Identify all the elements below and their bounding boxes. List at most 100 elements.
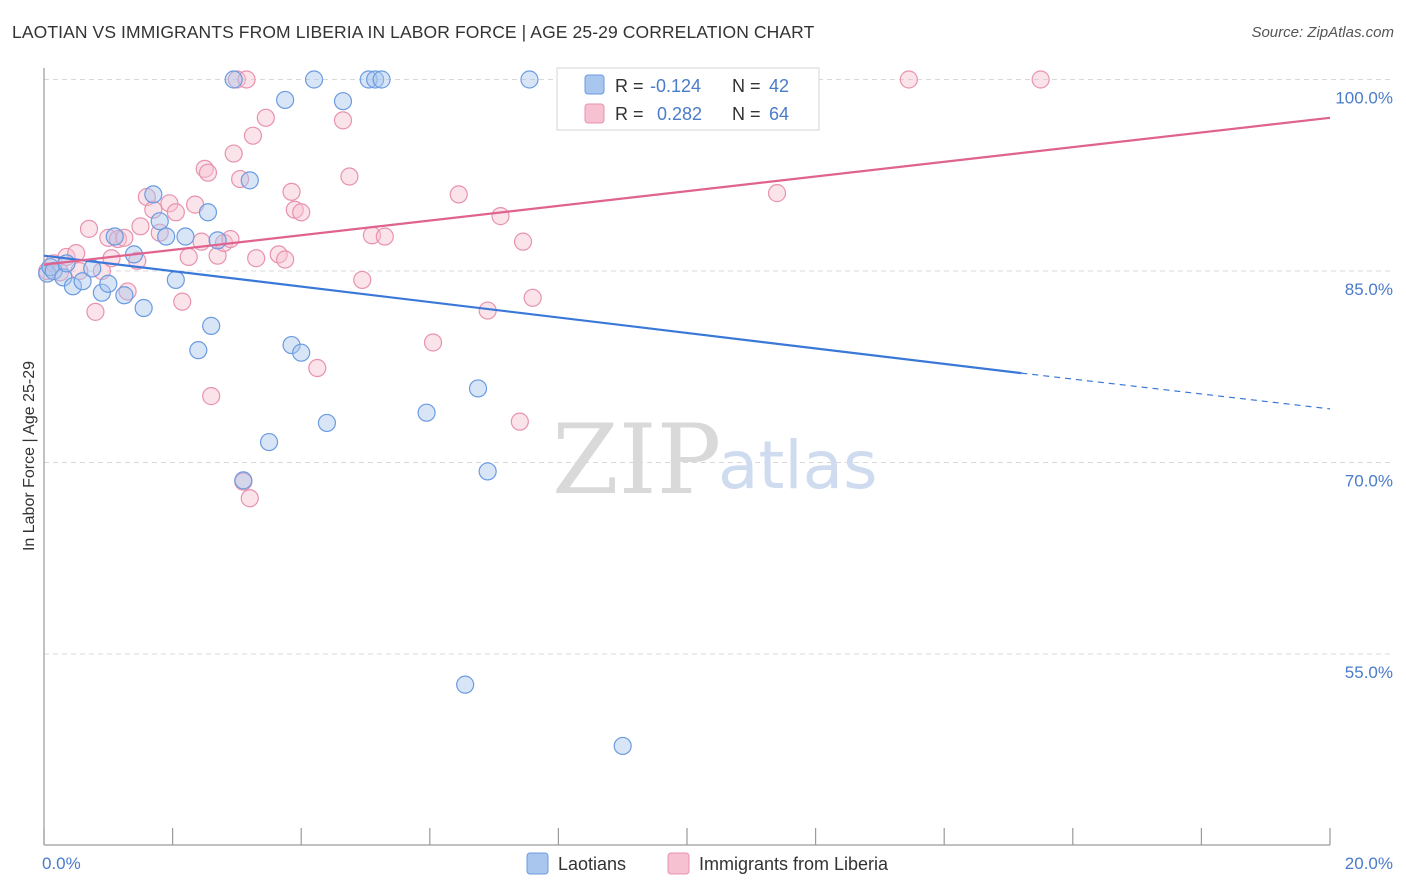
laotian-point <box>202 316 221 335</box>
liberia-point <box>247 249 266 268</box>
x-tick-label: 20.0% <box>1345 854 1393 873</box>
liberia-point <box>308 358 327 378</box>
laotian-point <box>333 92 353 111</box>
legend-r-value-laotians: -0.124 <box>650 76 701 96</box>
laotian-point <box>189 341 208 360</box>
liberia-point <box>179 247 198 267</box>
stats-legend: R = -0.124 N = 42 R = 0.282 N = 64 <box>556 67 820 131</box>
laotian-point <box>372 70 391 89</box>
laotian-point <box>157 227 176 246</box>
laotian-point <box>92 283 111 302</box>
watermark: ZIP atlas <box>552 404 878 516</box>
laotian-point <box>105 227 124 246</box>
laotians-trend-extension <box>1021 372 1331 410</box>
laotian-point <box>304 70 324 89</box>
laotian-point <box>234 471 253 490</box>
legend-n-label-liberia: N = <box>732 104 761 124</box>
liberia-point <box>115 228 134 247</box>
liberia-point <box>1031 70 1050 89</box>
liberia-point <box>276 250 295 269</box>
liberia-point <box>292 203 311 222</box>
liberia-point <box>243 126 263 145</box>
laotian-point <box>99 274 118 293</box>
laotian-point <box>198 203 218 222</box>
liberia-point <box>523 288 542 307</box>
laotian-point <box>63 277 83 296</box>
laotian-point <box>417 403 436 422</box>
watermark-atlas: atlas <box>718 427 878 504</box>
x-tick-label: 0.0% <box>42 854 81 873</box>
liberia-point <box>79 219 99 238</box>
y-tick-label: 100.0% <box>1335 89 1393 108</box>
liberia-point <box>173 292 192 311</box>
liberia-point <box>86 302 105 321</box>
liberia-point <box>282 182 301 201</box>
liberia-point <box>333 111 353 130</box>
liberia-point <box>353 270 372 290</box>
liberia-point <box>491 207 510 226</box>
legend-n-label-laotians: N = <box>732 76 761 96</box>
series-legend: Laotians Immigrants from Liberia <box>526 852 889 875</box>
chart-source: Source: ZipAtlas.com <box>1251 24 1394 41</box>
liberia-point <box>237 70 256 89</box>
liberia-point <box>166 203 185 222</box>
y-tick-label: 55.0% <box>1345 663 1393 682</box>
liberia-point <box>510 412 529 431</box>
series-liberia-points <box>38 70 1050 508</box>
laotian-point <box>478 462 497 481</box>
y-axis-label: In Labor Force | Age 25-29 <box>21 361 38 551</box>
y-tick-label: 70.0% <box>1345 472 1393 491</box>
liberia-point <box>240 489 259 508</box>
liberia-trend-line <box>43 116 1331 266</box>
laotian-point <box>150 212 169 231</box>
liberia-point <box>160 194 179 213</box>
liberia-point <box>513 232 533 251</box>
liberia-point <box>899 70 918 89</box>
legend-r-label-liberia: R = <box>615 104 644 124</box>
legend-swatch-liberia <box>584 103 605 124</box>
laotian-point <box>366 70 385 89</box>
liberia-point <box>108 229 128 249</box>
x-axis-ticks <box>43 828 1331 845</box>
liberia-point <box>131 217 150 236</box>
laotian-point <box>456 675 475 694</box>
x-tick-labels: 0.0% 20.0% <box>42 854 1393 873</box>
liberia-point <box>224 144 243 163</box>
liberia-point <box>423 333 443 352</box>
laotians-trend-line <box>43 254 1022 375</box>
laotian-point <box>115 286 134 305</box>
liberia-point <box>144 200 163 219</box>
liberia-point <box>256 108 275 127</box>
laotian-point <box>359 70 378 89</box>
laotian-point <box>520 70 539 89</box>
bottom-legend-label-liberia: Immigrants from Liberia <box>699 854 889 874</box>
legend-r-label-laotians: R = <box>615 76 644 96</box>
liberia-point <box>340 167 359 186</box>
liberia-point <box>198 163 218 182</box>
legend-n-value-liberia: 64 <box>769 104 789 124</box>
laotian-point <box>73 272 92 291</box>
laotian-point <box>468 379 488 398</box>
laotian-point <box>276 90 295 110</box>
series-laotians-points <box>38 70 632 756</box>
liberia-point <box>767 184 787 203</box>
laotian-point <box>317 413 337 433</box>
laotian-point <box>282 335 301 355</box>
liberia-point <box>231 169 250 189</box>
liberia-point <box>99 228 118 247</box>
legend-n-value-laotians: 42 <box>769 76 789 96</box>
y-tick-labels: 55.0% 70.0% 85.0% 100.0% <box>1335 89 1393 683</box>
laotian-point <box>134 298 153 318</box>
legend-r-value-liberia: 0.282 <box>657 104 702 124</box>
legend-swatch-laotians <box>584 74 605 95</box>
laotian-point <box>166 270 185 290</box>
bottom-legend-label-laotians: Laotians <box>558 854 626 874</box>
liberia-point <box>375 227 394 246</box>
laotian-point <box>176 227 195 246</box>
y-tick-label: 85.0% <box>1345 280 1393 299</box>
bottom-legend-swatch-laotians <box>526 852 549 875</box>
laotian-point <box>144 185 163 204</box>
trend-lines <box>43 116 1331 410</box>
laotian-point <box>613 736 632 756</box>
